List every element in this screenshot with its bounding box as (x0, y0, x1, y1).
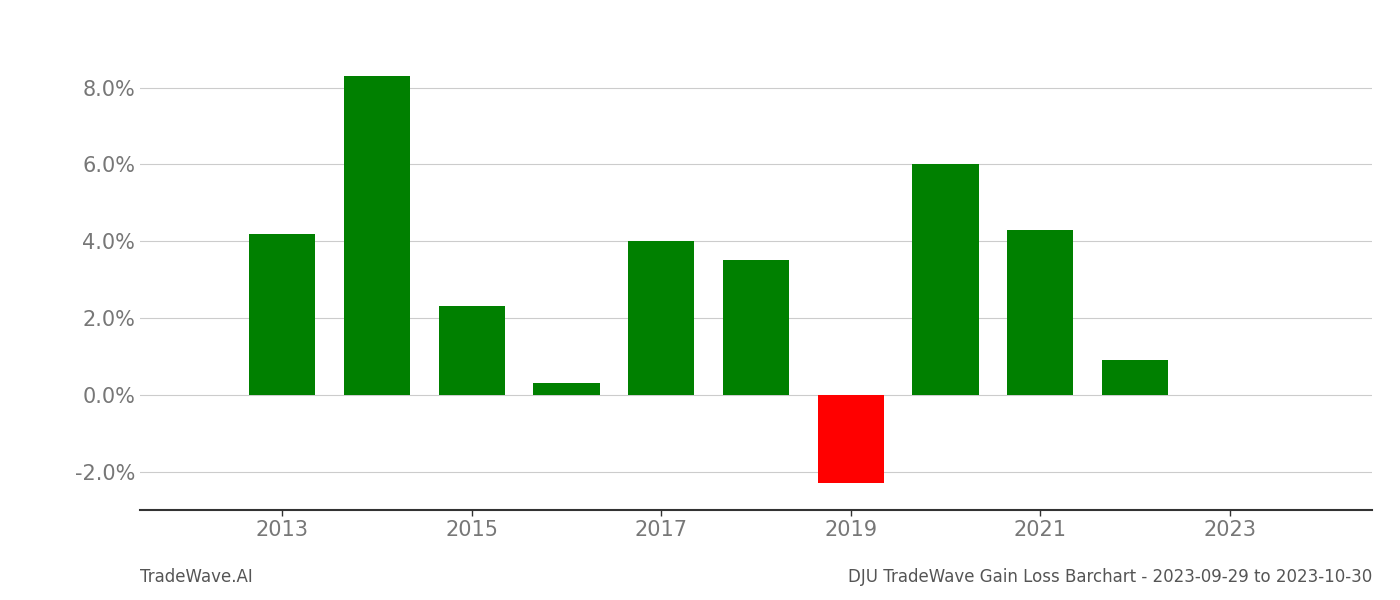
Bar (438, 307, 505, 395)
Bar (1102, 360, 1168, 395)
Bar (344, 76, 410, 395)
Text: TradeWave.AI: TradeWave.AI (140, 568, 253, 586)
Bar (249, 233, 315, 395)
Bar (722, 260, 790, 395)
Bar (629, 241, 694, 395)
Bar (913, 164, 979, 395)
Bar (818, 395, 883, 483)
Text: DJU TradeWave Gain Loss Barchart - 2023-09-29 to 2023-10-30: DJU TradeWave Gain Loss Barchart - 2023-… (848, 568, 1372, 586)
Bar (1007, 230, 1074, 395)
Bar (533, 383, 599, 395)
